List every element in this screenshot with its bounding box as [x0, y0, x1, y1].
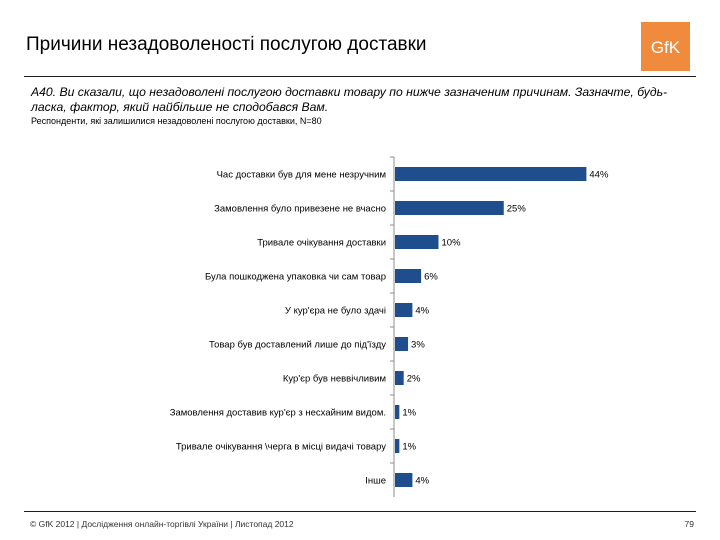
bar — [395, 439, 400, 453]
bar — [395, 371, 404, 385]
category-label: Товар був доставлений лише до під'їзду — [209, 340, 386, 351]
bar — [395, 201, 504, 215]
page-title: Причини незадоволеності послугою доставк… — [26, 34, 427, 55]
value-label: 3% — [411, 340, 425, 351]
value-label: 44% — [589, 170, 609, 181]
bar — [395, 337, 409, 351]
category-label: Замовлення було привезене не вчасно — [214, 204, 386, 215]
category-label: Замовлення доставив кур'єр з несхайним в… — [170, 408, 386, 419]
value-label: 1% — [402, 408, 416, 419]
value-label: 25% — [507, 204, 527, 215]
category-label: Була пошкоджена упаковка чи сам товар — [205, 272, 386, 283]
category-label: Інше — [365, 476, 386, 487]
value-label: 4% — [415, 306, 429, 317]
category-label: У кур'єра не було здачі — [285, 306, 386, 317]
category-label: Час доставки був для мене незручним — [217, 170, 386, 181]
bar — [395, 167, 587, 181]
category-label: Тривале очікування доставки — [257, 238, 386, 249]
bar — [395, 405, 400, 419]
bar — [395, 235, 439, 249]
gfk-logo: GfK — [641, 22, 690, 71]
category-label: Тривале очікування \черга в місці видачі… — [176, 442, 386, 453]
question-text: А40. Ви сказали, що незадоволені послуго… — [31, 85, 668, 114]
value-label: 4% — [415, 476, 429, 487]
bar — [395, 269, 422, 283]
page-number: 79 — [684, 519, 694, 529]
footer-divider — [24, 511, 696, 512]
category-label: Кур'єр був неввічливим — [283, 374, 386, 385]
bar — [395, 303, 413, 317]
value-label: 1% — [402, 442, 416, 453]
logo-text: GfK — [651, 38, 681, 57]
footer-text: © GfK 2012 | Дослідження онлайн-торгівлі… — [30, 519, 294, 529]
logo-background — [641, 22, 690, 71]
value-label: 2% — [407, 374, 421, 385]
bar — [395, 473, 413, 487]
header-divider — [24, 76, 696, 77]
value-label: 6% — [424, 272, 438, 283]
respondents-note: Респонденти, які залишилися незадоволені… — [31, 116, 322, 126]
value-label: 10% — [442, 238, 462, 249]
